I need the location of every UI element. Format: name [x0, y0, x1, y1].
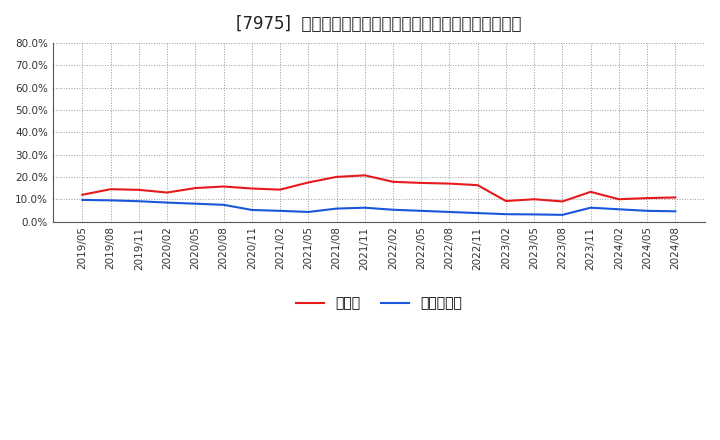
現預金: [643, 195, 652, 201]
有利子負債: [304, 209, 312, 215]
現預金: [107, 187, 115, 192]
現預金: [530, 197, 539, 202]
有利子負債: [671, 209, 680, 214]
有利子負債: [389, 207, 397, 213]
有利子負債: [361, 205, 369, 210]
現預金: [191, 185, 199, 191]
現預金: [473, 183, 482, 188]
現預金: [248, 186, 256, 191]
有利子負債: [530, 212, 539, 217]
現預金: [558, 199, 567, 204]
現預金: [417, 180, 426, 186]
現預金: [361, 172, 369, 178]
Line: 有利子負債: 有利子負債: [82, 200, 675, 215]
有利子負債: [445, 209, 454, 215]
有利子負債: [78, 197, 86, 202]
有利子負債: [135, 198, 143, 204]
有利子負債: [276, 208, 284, 213]
有利子負債: [502, 212, 510, 217]
有利子負債: [558, 212, 567, 217]
現預金: [671, 195, 680, 200]
有利子負債: [473, 210, 482, 216]
有利子負債: [332, 206, 341, 211]
有利子負債: [248, 207, 256, 213]
現預金: [586, 189, 595, 194]
現預金: [135, 187, 143, 192]
有利子負債: [107, 198, 115, 203]
現預金: [163, 190, 171, 195]
現預金: [304, 180, 312, 185]
現預金: [78, 192, 86, 198]
現預金: [220, 184, 228, 189]
有利子負債: [417, 208, 426, 213]
有利子負債: [163, 200, 171, 205]
現預金: [389, 179, 397, 184]
有利子負債: [191, 201, 199, 206]
Title: [7975]  現預金、有利子負債の総資産に対する比率の推移: [7975] 現預金、有利子負債の総資産に対する比率の推移: [236, 15, 521, 33]
現預金: [615, 197, 624, 202]
現預金: [276, 187, 284, 192]
現預金: [332, 174, 341, 180]
有利子負債: [615, 207, 624, 212]
Legend: 現預金, 有利子負債: 現預金, 有利子負債: [290, 291, 467, 316]
有利子負債: [586, 205, 595, 210]
現預金: [502, 198, 510, 204]
Line: 現預金: 現預金: [82, 175, 675, 202]
有利子負債: [220, 202, 228, 207]
現預金: [445, 181, 454, 186]
有利子負債: [643, 208, 652, 213]
